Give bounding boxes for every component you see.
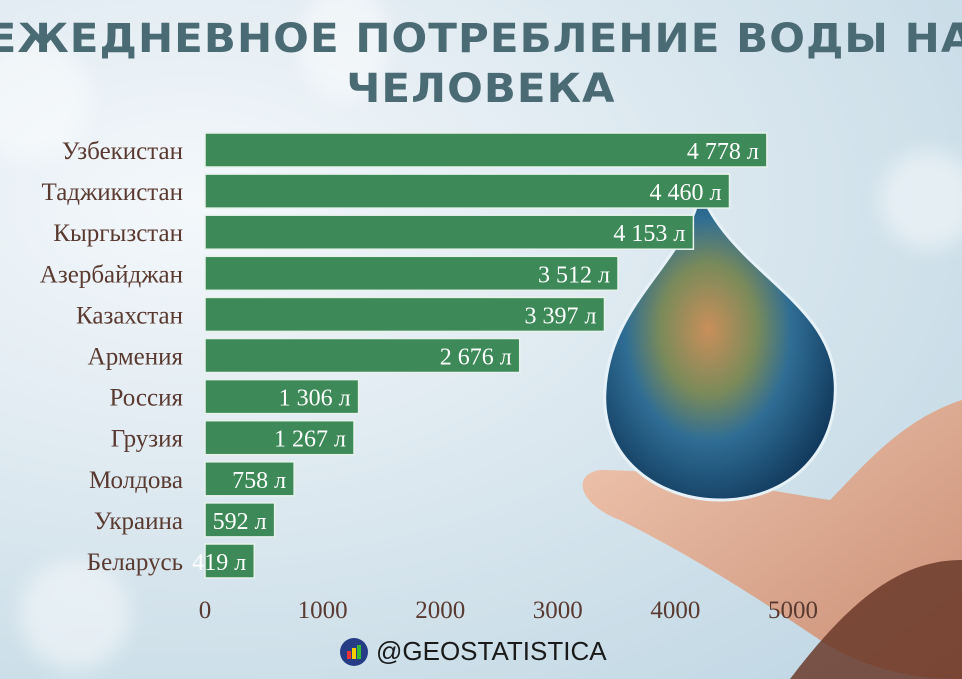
water-drop-globe — [603, 189, 837, 502]
data-label: 758 л — [232, 468, 286, 494]
category-label: Таджикистан — [42, 179, 183, 206]
category-label: Грузия — [111, 426, 184, 453]
x-tick-label: 5000 — [768, 597, 818, 624]
footer-handle: @GEOSTATISTICA — [340, 636, 607, 667]
bar — [204, 543, 256, 579]
x-tick-label: 4000 — [650, 597, 700, 624]
bar — [204, 296, 606, 333]
bar — [204, 419, 355, 456]
bokeh — [300, 0, 390, 100]
data-label: 2 676 л — [440, 345, 512, 371]
data-label: 3 512 л — [538, 262, 610, 288]
bar — [204, 502, 276, 538]
x-tick-label: 3000 — [533, 597, 583, 624]
category-label: Азербайджан — [40, 261, 183, 288]
bar — [204, 337, 521, 374]
bar — [204, 461, 295, 497]
bokeh — [880, 150, 962, 250]
bokeh — [20, 560, 130, 670]
data-label: 4 460 л — [650, 180, 722, 206]
category-label: Казахстан — [76, 302, 183, 329]
chart-title: ЕЖЕДНЕВНОЕ ПОТРЕБЛЕНИЕ ВОДЫ НА ЧЕЛОВЕКА — [0, 16, 962, 112]
category-label: Узбекистан — [62, 138, 183, 165]
category-label: Кыргызстан — [53, 220, 183, 247]
bar — [204, 378, 360, 415]
geostatistica-logo-icon — [340, 637, 368, 666]
category-label: Беларусь — [87, 549, 183, 576]
data-label: 4 778 л — [687, 139, 759, 165]
bar — [204, 132, 768, 168]
data-label: 3 397 л — [525, 303, 597, 329]
x-tick-label: 0 — [199, 597, 212, 624]
category-label: Россия — [110, 385, 184, 412]
category-label: Молдова — [89, 467, 183, 494]
x-tick-label: 2000 — [415, 597, 465, 624]
bar — [204, 214, 695, 250]
data-label: 4 153 л — [613, 221, 685, 247]
bar — [204, 173, 731, 209]
x-tick-label: 1000 — [298, 597, 348, 624]
category-label: Украина — [94, 508, 183, 535]
data-label: 592 л — [213, 509, 267, 535]
data-label: 1 267 л — [274, 427, 346, 453]
data-label: 1 306 л — [279, 386, 351, 412]
hands-illustration — [582, 400, 962, 679]
handle-text: @GEOSTATISTICA — [376, 636, 607, 666]
category-label: Армения — [88, 344, 184, 371]
bar — [204, 255, 619, 292]
data-label: 419 л — [192, 550, 246, 576]
